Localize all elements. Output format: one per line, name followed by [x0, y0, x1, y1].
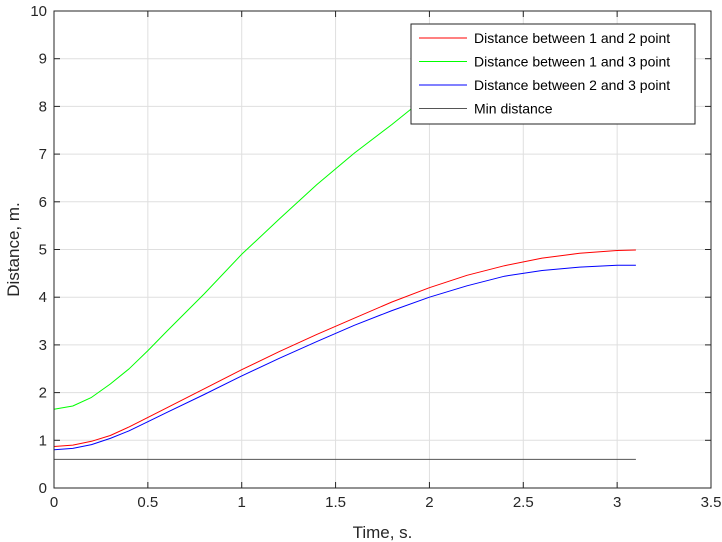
legend-entry-4: Min distance: [474, 101, 553, 117]
x-tick-label: 0: [50, 494, 58, 511]
x-tick-label: 1.5: [325, 494, 346, 511]
y-tick-label: 8: [39, 98, 47, 115]
y-tick-label: 0: [39, 480, 47, 497]
x-axis-ticks: 0 0.5 1 1.5 2 2.5 3 3.5: [50, 11, 722, 511]
legend-entry-1: Distance between 1 and 2 point: [474, 30, 670, 46]
y-tick-label: 4: [39, 289, 47, 306]
y-tick-label: 5: [39, 242, 47, 259]
y-tick-label: 10: [30, 3, 47, 20]
x-tick-label: 1: [238, 494, 246, 511]
legend-box: [410, 23, 696, 125]
y-axis-label: Distance, m.: [4, 202, 23, 296]
legend-entry-3: Distance between 2 and 3 point: [474, 77, 670, 93]
x-axis-label: Time, s.: [353, 523, 413, 542]
series-line-3: [53, 264, 636, 451]
x-tick-label: 3.5: [701, 494, 722, 511]
x-tick-label: 2: [425, 494, 433, 511]
x-tick-label: 3: [613, 494, 621, 511]
y-tick-label: 3: [39, 337, 47, 354]
series-line-1: [53, 249, 636, 447]
x-tick-label: 0.5: [137, 494, 158, 511]
y-tick-label: 9: [39, 51, 47, 68]
y-tick-label: 6: [39, 194, 47, 211]
x-tick-label: 2.5: [513, 494, 534, 511]
y-axis-ticks: 0 1 2 3 4 5 6 7 8 9 10: [30, 3, 711, 497]
y-tick-label: 2: [39, 385, 47, 402]
series-line-2: [53, 96, 430, 410]
plot-series: [53, 96, 636, 460]
legend-entry-2: Distance between 1 and 3 point: [474, 54, 670, 70]
legend[interactable]: Distance between 1 and 2 point Distance b…: [410, 23, 696, 125]
y-tick-label: 7: [39, 146, 47, 163]
y-tick-label: 1: [39, 432, 47, 449]
